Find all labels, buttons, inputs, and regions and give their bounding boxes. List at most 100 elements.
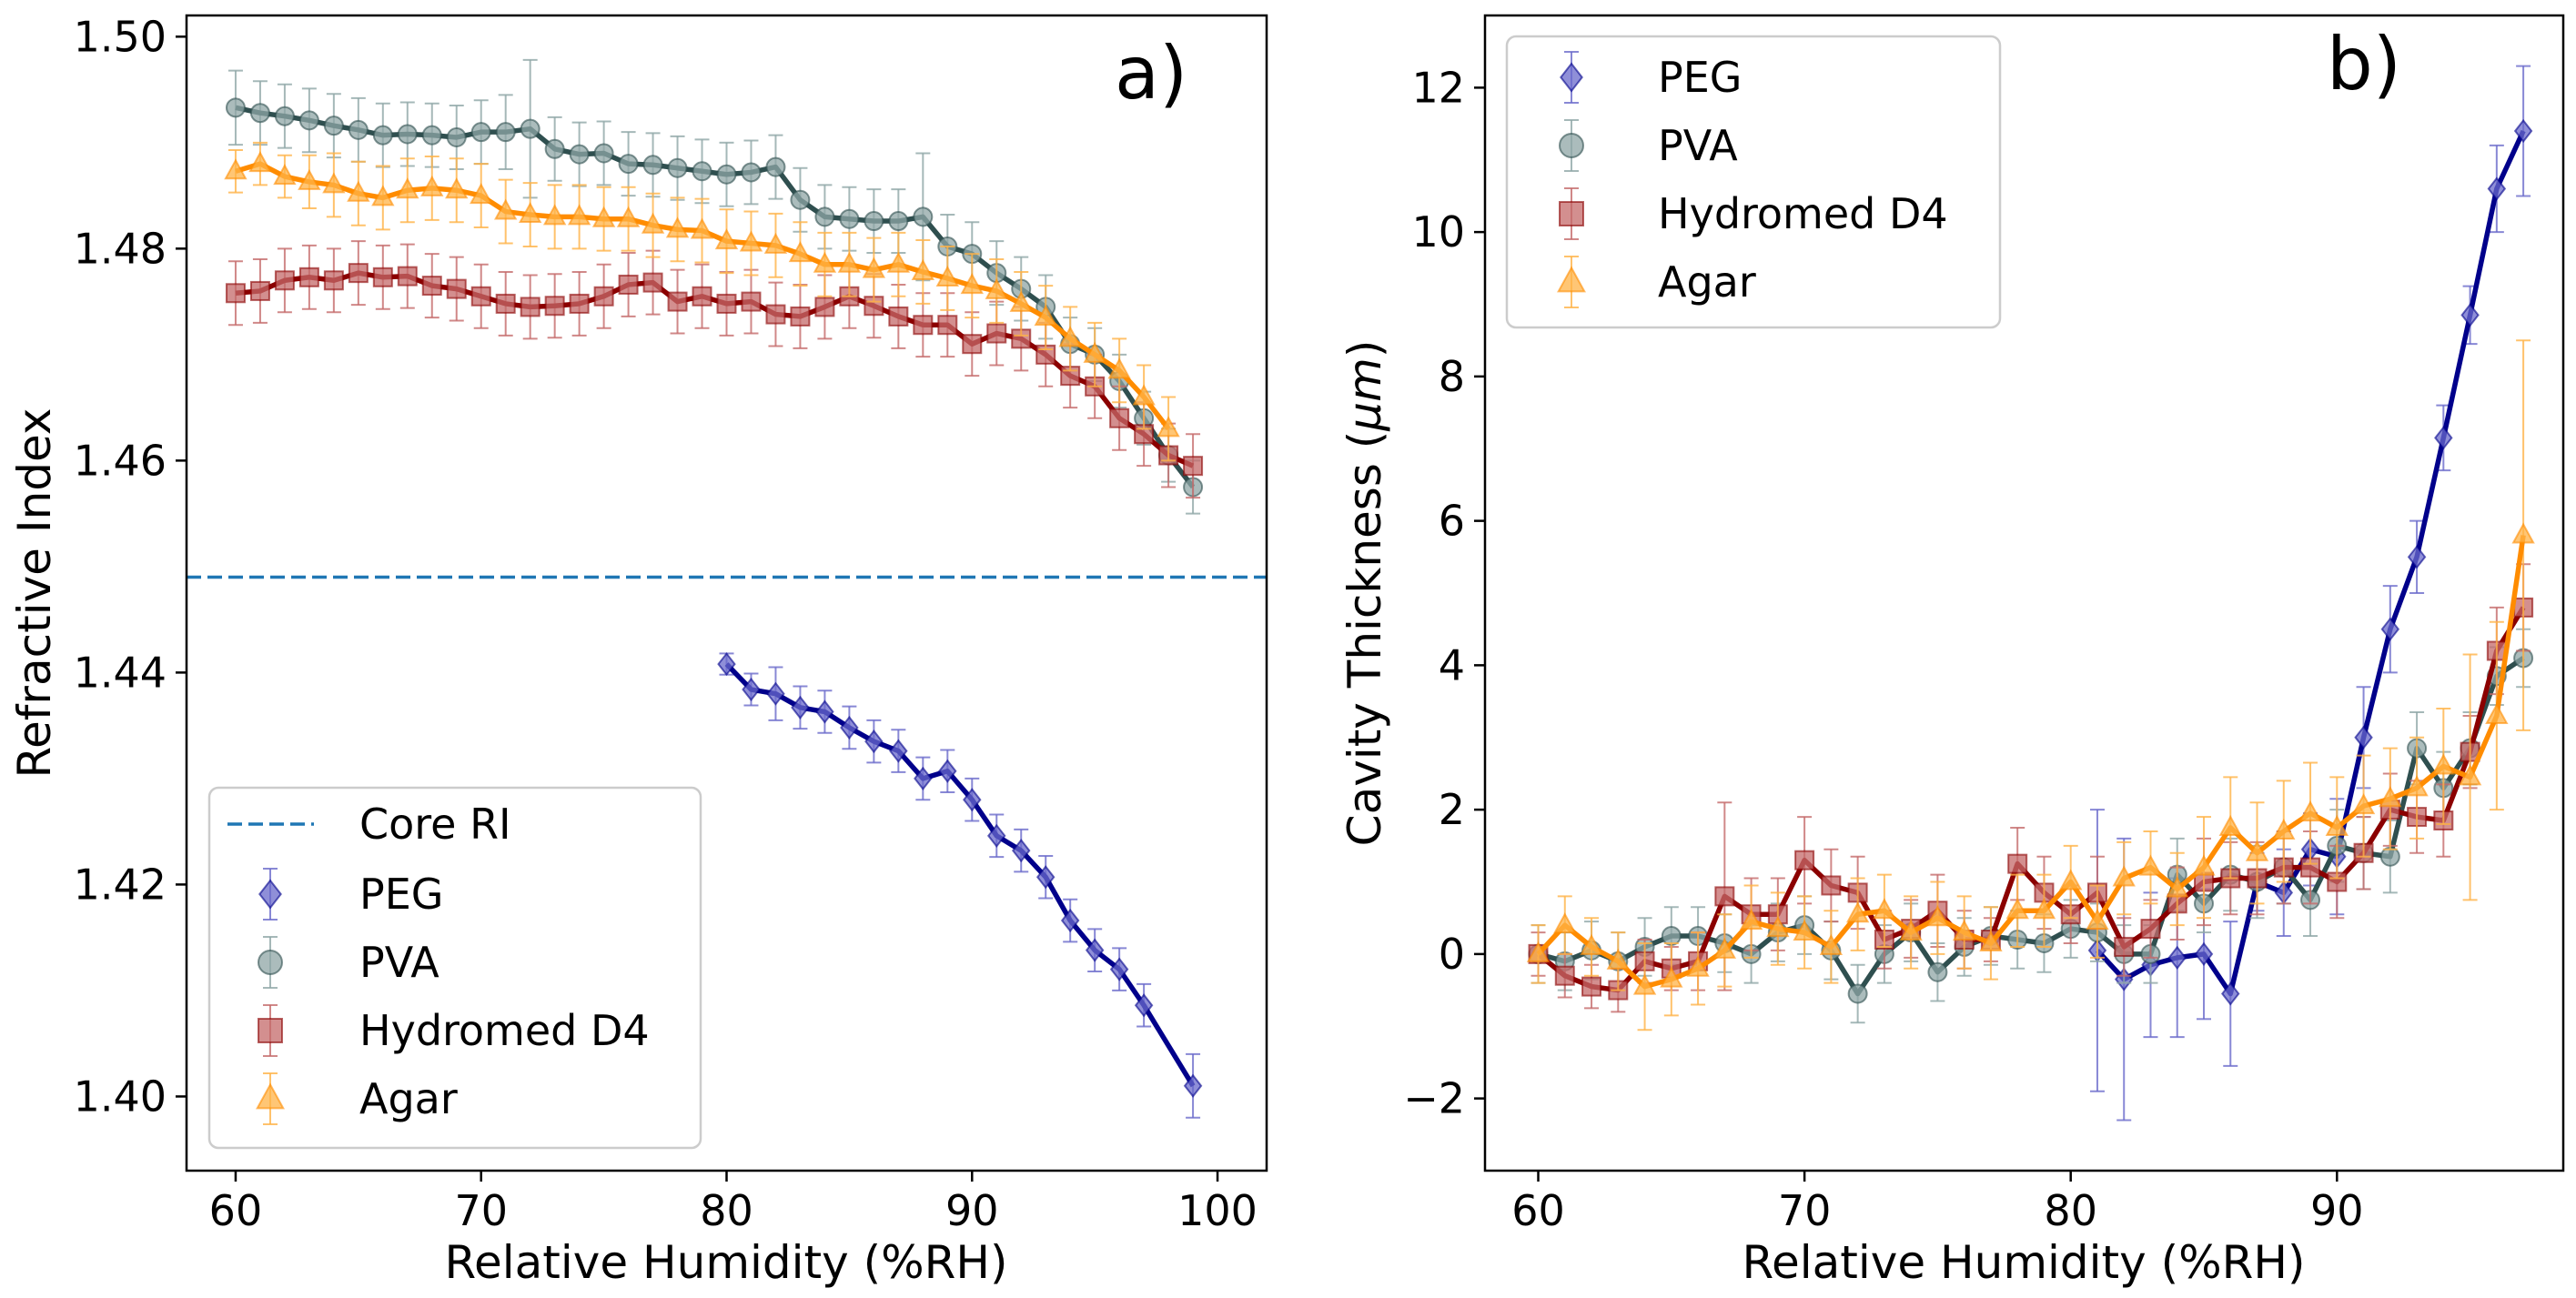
panel-b-label: b) [2327, 22, 2401, 106]
panel-b-legend: PEG PVA Hydromed D4 Agar [1505, 35, 2002, 329]
y-tick-label: 10 [1411, 207, 1465, 257]
peg-point [864, 729, 884, 754]
agar-point [2059, 869, 2083, 890]
agar-point [1793, 919, 1816, 941]
peg-point [2513, 118, 2533, 144]
agar-point [1632, 973, 1657, 995]
agar-point [273, 164, 297, 186]
hydromed-d4-point [495, 293, 516, 314]
hydromed-d4-point [298, 267, 319, 287]
hydromed-d4-point [814, 297, 835, 317]
pva-point [298, 110, 319, 131]
y-tick-label: 4 [1439, 640, 1465, 689]
legend-a-pva-label: PVA [359, 938, 439, 987]
agar-point [248, 151, 272, 173]
panel-a-refractive-index-chart: 60 70 80 90 100 1.401.421.441.461.481.50 a) … [8, 12, 1268, 1289]
agar-point [2458, 764, 2482, 786]
hydromed-d4-point [2007, 853, 2028, 874]
panel-a-legend: Core RI PEG PVA Hydromed D4 Agar [207, 786, 702, 1150]
agar-point [2032, 898, 2056, 920]
pva-point [249, 103, 270, 124]
y-tick-label: 6 [1439, 497, 1465, 546]
agar-point [616, 206, 641, 227]
x-tick-label: 100 [1177, 1186, 1258, 1235]
hydromed-d4-point [986, 323, 1007, 344]
agar-point [985, 277, 1008, 299]
peg-point [1060, 908, 1080, 933]
agar-point [1845, 901, 1870, 923]
peg-point [986, 823, 1006, 848]
panel-b-cavity-thickness-chart: 60 70 80 90 −2 0 2 4 6 8 10 12 b) Relative Humidit… [1339, 14, 2565, 1289]
agar-point [1107, 357, 1131, 379]
agar-point [2245, 840, 2269, 861]
legend-agar-marker [1557, 266, 1586, 293]
pva-point [397, 124, 418, 145]
agar-point [714, 228, 739, 250]
agar-point [591, 206, 616, 227]
hydromed-d4-point [790, 306, 811, 327]
peg-point [791, 695, 810, 719]
agar-point [224, 158, 247, 180]
y-tick-label: 1.42 [74, 860, 167, 909]
peg-point [1109, 957, 1129, 981]
peg-point [2460, 303, 2480, 327]
peg-point [717, 651, 736, 677]
peg-point [938, 759, 957, 783]
hydromed-d4-point [323, 270, 344, 291]
peg-point [1134, 993, 1154, 1018]
agar-point [763, 232, 788, 254]
hydromed-d4-point [421, 276, 442, 297]
panel-a-x-ticks: 60 70 80 90 100 [209, 1171, 1258, 1235]
agar-point [542, 204, 567, 226]
agar-point [2379, 786, 2402, 808]
x-tick-label: 60 [209, 1186, 263, 1235]
legend-hydromed-d4-marker [1559, 201, 1584, 226]
agar-point [494, 198, 518, 220]
panel-b-y-ticks: −2 0 2 4 6 8 10 12 [1403, 63, 1485, 1123]
x-tick-label: 60 [1511, 1186, 1565, 1235]
pva-point [348, 119, 369, 140]
legend-hydromed-d4-marker [258, 1018, 283, 1043]
hydromed-d4-point [2140, 919, 2161, 940]
agar-point [445, 177, 469, 199]
agar-point [1899, 919, 1923, 941]
pva-point [888, 211, 909, 232]
y-tick-label: 0 [1439, 930, 1465, 979]
panel-b-y-axis-label: Cavity Thickness (μm) [1339, 340, 1391, 847]
y-tick-label: 12 [1411, 63, 1465, 112]
y-tick-label: 1.44 [74, 648, 167, 697]
agar-point [1979, 930, 2003, 951]
x-tick-label: 80 [700, 1186, 753, 1235]
peg-point [840, 715, 859, 740]
agar-point [2086, 909, 2109, 931]
legend-pva-marker [258, 950, 283, 975]
agar-point [788, 241, 813, 263]
agar-point [1009, 290, 1033, 312]
hydromed-d4-point [692, 286, 712, 307]
legend-b-peg-label: PEG [1658, 53, 1742, 102]
agar-point [911, 258, 935, 280]
hydromed-d4-point [470, 286, 491, 307]
agar-point [1132, 384, 1156, 406]
hydromed-d4-point [569, 293, 590, 314]
agar-point [1712, 937, 1737, 959]
pva-point [790, 189, 811, 210]
panel-b-legend-box [1505, 35, 2002, 329]
agar-point [1766, 916, 1790, 938]
peg-point [742, 677, 761, 702]
agar-point [470, 182, 493, 205]
hydromed-d4-point [1554, 965, 1575, 986]
agar-point [1606, 948, 1630, 970]
agar-point [1925, 905, 1950, 927]
agar-point [886, 251, 911, 273]
agar-point [1819, 933, 1844, 955]
agar-point [322, 172, 346, 194]
agar-point [1553, 912, 1577, 934]
agar-point [665, 216, 690, 238]
panel-b-x-ticks: 60 70 80 90 [1511, 1171, 2364, 1235]
hydromed-d4-point [593, 286, 614, 307]
agar-point [2325, 814, 2349, 836]
legend-a-core-ri-label: Core RI [359, 800, 511, 849]
hydromed-d4-point [520, 297, 540, 317]
y-tick-label: 1.40 [74, 1072, 167, 1121]
